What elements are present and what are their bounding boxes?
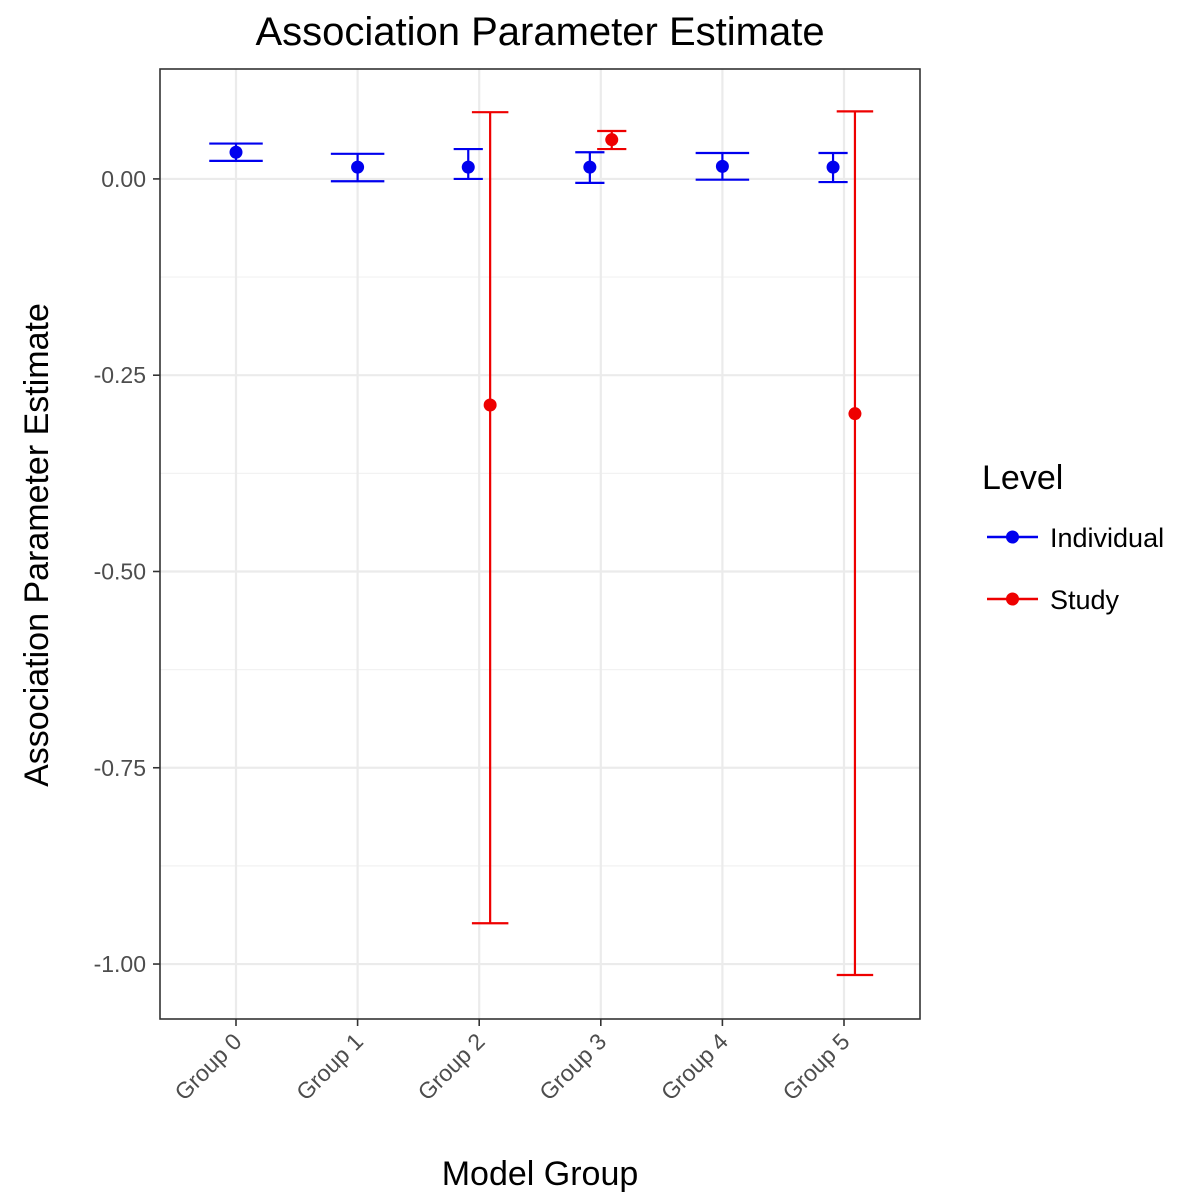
individual-point [583,160,597,174]
individual-point [715,159,729,173]
study-point [483,398,497,412]
grid [160,69,920,1019]
y-tick-label: -0.75 [94,755,146,781]
individual-point [826,160,840,174]
individual-point [351,160,365,174]
y-tick-label: 0.00 [101,166,146,192]
individual-point [461,160,475,174]
y-axis-title: Association Parameter Estimate [18,303,56,787]
legend-label-study: Study [1050,585,1120,615]
chart-title: Association Parameter Estimate [255,10,824,54]
y-tick-label: -1.00 [94,951,146,977]
legend-key-point-individual [1006,530,1019,544]
y-axis: 0.00 -0.25 -0.50 -0.75 -1.00 [94,166,160,977]
legend: Level Individual Study [982,459,1164,615]
study-point [605,133,619,147]
plot-panel-border [159,68,921,1020]
x-axis-title: Model Group [442,1155,639,1193]
legend-label-individual: Individual [1050,523,1164,553]
y-tick-label: -0.50 [94,558,146,584]
study-point [848,407,862,421]
data-points [229,133,862,421]
individual-point [229,145,243,159]
legend-title: Level [982,459,1063,497]
y-tick-label: -0.25 [94,362,146,388]
legend-key-point-study [1006,592,1019,606]
